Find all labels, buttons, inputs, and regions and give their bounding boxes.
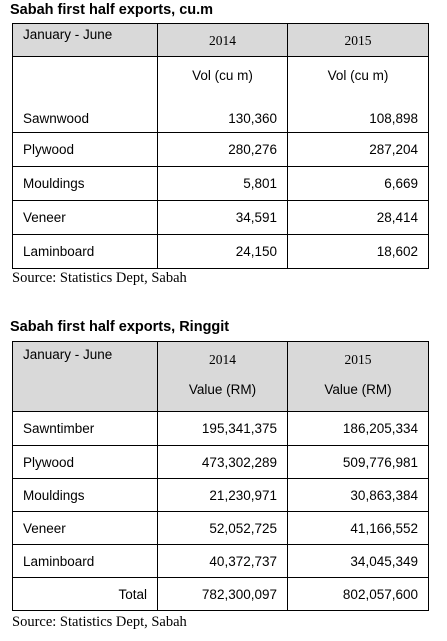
unit-header: Value (RM) — [324, 382, 392, 397]
table-row: Mouldings 21,230,971 30,863,384 — [12, 478, 429, 512]
year-2015-header: 2015 — [287, 23, 429, 57]
cell-2014: 195,341,375 — [157, 411, 288, 446]
row-label: Plywood — [12, 445, 158, 479]
table2-title: Sabah first half exports, Ringgit — [10, 319, 230, 335]
row-label: Sawnwood — [12, 56, 158, 133]
cell-2014: 473,302,289 — [157, 445, 288, 479]
unit-header: Vol (cu m) — [192, 68, 253, 83]
table-row: Veneer 52,052,725 41,166,552 — [12, 511, 429, 545]
year-2014-header: 2014 Value (RM) — [157, 341, 288, 412]
row-label: Mouldings — [12, 478, 158, 512]
row-label: Laminboard — [12, 544, 158, 578]
total-label: Total — [12, 577, 158, 611]
cell-2014: 34,591 — [157, 200, 288, 235]
table-row: Plywood 280,276 287,204 — [12, 132, 429, 167]
cell-2014: 40,372,737 — [157, 544, 288, 578]
table2-source: Source: Statistics Dept, Sabah — [12, 614, 187, 630]
cell-2015: 509,776,981 — [287, 445, 429, 479]
row-value: 108,898 — [369, 111, 418, 126]
cell-2015: 34,045,349 — [287, 544, 429, 578]
table-row: Laminboard 40,372,737 34,045,349 — [12, 544, 429, 578]
cell-2015: 6,669 — [287, 166, 429, 201]
table-row: Sawnwood Vol (cu m) 130,360 Vol (cu m) 1… — [12, 56, 429, 133]
row-label: Veneer — [12, 200, 158, 235]
cell-2015: 287,204 — [287, 132, 429, 167]
table-row: Mouldings 5,801 6,669 — [12, 166, 429, 201]
table-header-row: January - June 2014 2015 — [12, 23, 429, 57]
year-2014-header: 2014 — [157, 23, 288, 57]
cell-2014: 52,052,725 — [157, 511, 288, 545]
year-label: 2014 — [209, 352, 236, 367]
year-2015-header: 2015 Value (RM) — [287, 341, 429, 412]
total-2014: 782,300,097 — [157, 577, 288, 611]
cell-2014: 21,230,971 — [157, 478, 288, 512]
unit-header: Vol (cu m) — [327, 68, 389, 83]
table-row: Sawntimber 195,341,375 186,205,334 — [12, 411, 429, 446]
volume-table: January - June 2014 2015 Sawnwood Vol (c… — [12, 23, 429, 269]
row-label: Laminboard — [12, 234, 158, 269]
period-label: January - June — [12, 341, 158, 412]
value-table: January - June 2014 Value (RM) 2015 Valu… — [12, 341, 429, 611]
row-label: Veneer — [12, 511, 158, 545]
cell-2015: 186,205,334 — [287, 411, 429, 446]
cell-2015: Vol (cu m) 108,898 — [287, 56, 429, 133]
row-label: Mouldings — [12, 166, 158, 201]
table-row: Laminboard 24,150 18,602 — [12, 234, 429, 269]
cell-2015: 18,602 — [287, 234, 429, 269]
cell-2014: 24,150 — [157, 234, 288, 269]
row-label: Plywood — [12, 132, 158, 167]
total-2015: 802,057,600 — [287, 577, 429, 611]
table1-source: Source: Statistics Dept, Sabah — [12, 270, 187, 286]
cell-2014: 280,276 — [157, 132, 288, 167]
cell-2015: 28,414 — [287, 200, 429, 235]
period-label: January - June — [12, 23, 158, 57]
cell-2015: 30,863,384 — [287, 478, 429, 512]
total-row: Total 782,300,097 802,057,600 — [12, 577, 429, 611]
cell-2014: Vol (cu m) 130,360 — [157, 56, 288, 133]
table-row: Plywood 473,302,289 509,776,981 — [12, 445, 429, 479]
cell-2014: 5,801 — [157, 166, 288, 201]
row-label: Sawntimber — [12, 411, 158, 446]
unit-header: Value (RM) — [188, 382, 257, 397]
table1-title: Sabah first half exports, cu.m — [10, 2, 214, 18]
year-label: 2015 — [344, 352, 372, 367]
table-header-row: January - June 2014 Value (RM) 2015 Valu… — [12, 341, 429, 412]
table-row: Veneer 34,591 28,414 — [12, 200, 429, 235]
cell-2015: 41,166,552 — [287, 511, 429, 545]
row-value: 130,360 — [228, 111, 277, 126]
